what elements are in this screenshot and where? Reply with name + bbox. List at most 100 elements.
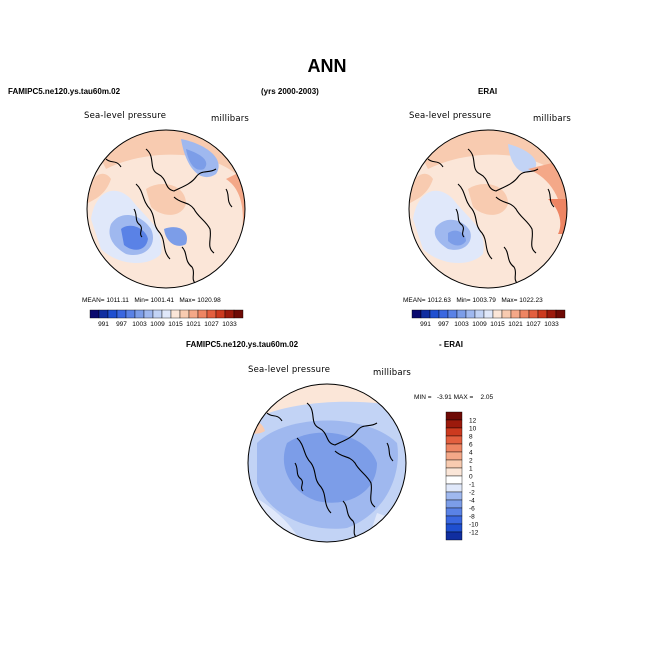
panel2-siberian-high [548,199,567,234]
panel1-colorbar-swatch-9 [170,309,181,319]
panel1-colorbar-swatch-12 [197,309,208,319]
panel3-colorbar-tick-label: 10 [469,425,477,432]
panel3-colorbar-swatch-2 [445,427,463,437]
panel1-colorbar-swatch-2 [107,309,118,319]
panel3-colorbar-tick-label: 1 [469,465,473,472]
panel3-units-label: millibars [373,368,412,378]
panel3-colorbar-swatch-8 [445,475,463,485]
panel3-colorbar-tick-label: 12 [469,417,477,424]
left-case-title: FAMIPC5.ne120.ys.tau60m.02 [8,87,121,96]
panel2-colorbar-tick-label: 1027 [526,321,541,328]
panel2-colorbar: 991 997 1003 1009 1015 1021 1027 1033 [411,309,566,328]
panel3-colorbar-tick-label: -2 [469,489,475,496]
panel2-units-label: millibars [533,114,572,124]
panel3-colorbar-tick-label: 2 [469,457,473,464]
panel2-colorbar-swatch-15 [546,309,557,319]
panel1-colorbar-swatch-16 [233,309,244,319]
panel2-colorbar-tick-label: 991 [420,321,431,328]
panel1-units-label: millibars [211,114,250,124]
panel2-icelandic-low [448,230,466,246]
panel1-colorbar-swatch-0 [89,309,100,319]
panel3-colorbar-swatch-7 [445,467,463,477]
panel2-stats: MEAN= 1012.63 Min= 1003.79 Max= 1022.23 [403,297,543,304]
panel2-colorbar-tick-label: 1015 [490,321,505,328]
panel3-colorbar-swatch-1 [445,419,463,429]
panel2-polar-map [408,129,568,289]
panel1-colorbar-swatch-11 [188,309,199,319]
panel1-colorbar-tick-label: 1015 [168,321,183,328]
panel3-colorbar-swatch-6 [445,459,463,469]
panel2-colorbar-swatch-12 [519,309,530,319]
panel2-colorbar-swatch-11 [510,309,521,319]
panel2-colorbar-swatch-5 [456,309,467,319]
panel3-colorbar-swatch-0 [445,411,463,421]
panel1-stats: MEAN= 1011.11 Min= 1001.41 Max= 1020.98 [82,297,221,304]
panel3-colorbar-swatch-10 [445,491,463,501]
panel2-colorbar-swatch-4 [447,309,458,319]
panel2-colorbar-tick-label: 1009 [472,321,487,328]
panel2-colorbar-swatch-9 [492,309,503,319]
panel2-colorbar-swatch-7 [474,309,485,319]
panel3-coastlines [266,402,394,539]
panel1-colorbar-swatch-5 [134,309,145,319]
panel3-variable-label: Sea-level pressure [248,365,331,375]
panel1-colorbar-tick-label: 1003 [132,321,147,328]
panel2-colorbar-swatch-10 [501,309,512,319]
panel1-colorbar-swatch-15 [224,309,235,319]
panel3-colorbar-tick-label: -8 [469,513,475,520]
panel2-colorbar-swatch-3 [438,309,449,319]
panel3-colorbar-tick-label: 8 [469,433,473,440]
panel1-colorbar-tick-label: 1033 [222,321,237,328]
bottom-left-case-title: FAMIPC5.ne120.ys.tau60m.02 [186,340,299,349]
panel3-stats: MIN = -3.91 MAX = 2.05 [414,394,494,401]
panel3-colorbar-swatch-14 [445,523,463,533]
panel2-colorbar-tick-label: 1003 [454,321,469,328]
panel3-colorbar-swatch-12 [445,507,463,517]
panel1-colorbar: 991 997 1003 1009 1015 1021 1027 1033 [89,309,244,328]
panel1-colorbar-swatch-14 [215,309,226,319]
panel3-colorbar-swatch-13 [445,515,463,525]
panel2-colorbar-tick-label: 1033 [544,321,559,328]
panel3-colorbar-swatch-3 [445,435,463,445]
panel3-colorbar-tick-label: -1 [469,481,475,488]
panel3-colorbar-tick-label: 4 [469,449,473,456]
panel1-colorbar-swatch-6 [143,309,154,319]
panel2-colorbar-swatch-1 [420,309,431,319]
panel2-colorbar-swatch-13 [528,309,539,319]
panel1-variable-label: Sea-level pressure [84,111,167,121]
panel1-colorbar-swatch-3 [116,309,127,319]
panel1-colorbar-swatch-4 [125,309,136,319]
panel3-colorbar-tick-label: -4 [469,497,475,504]
panel1-colorbar-swatch-1 [98,309,109,319]
panel3-colorbar-tick-label: 0 [469,473,473,480]
panel2-colorbar-swatch-16 [555,309,566,319]
panel1-colorbar-swatch-13 [206,309,217,319]
panel1-colorbar-tick-label: 1009 [150,321,165,328]
panel1-colorbar-swatch-8 [161,309,172,319]
panel2-colorbar-swatch-8 [483,309,494,319]
panel3-negative-core [283,432,377,503]
panel1-colorbar-swatch-7 [152,309,163,319]
right-case-title: ERAI [478,87,498,96]
main-title: ANN [307,56,347,76]
panel3-colorbar-tick-label: -6 [469,505,475,512]
panel3-colorbar-swatch-9 [445,483,463,493]
panel2-variable-label: Sea-level pressure [409,111,492,121]
panel3-colorbar-tick-label: -10 [469,521,479,528]
panel1-colorbar-tick-label: 1027 [204,321,219,328]
panel2-colorbar-swatch-14 [537,309,548,319]
panel3-colorbar-swatch-11 [445,499,463,509]
panel1-coastlines [105,148,233,285]
panel2-colorbar-tick-label: 997 [438,321,449,328]
panel2-colorbar-swatch-6 [465,309,476,319]
panel3-colorbar-tick-label: -12 [469,529,479,536]
years-label: (yrs 2000-2003) [261,87,319,96]
panel1-polar-map [86,129,246,289]
panel3-polar-map [247,383,407,543]
panel2-colorbar-swatch-2 [429,309,440,319]
panel1-colorbar-tick-label: 997 [116,321,127,328]
panel3-colorbar-swatch-4 [445,443,463,453]
panel2-colorbar-swatch-0 [411,309,422,319]
panel2-coastlines [427,148,555,285]
panel2-colorbar-tick-label: 1021 [508,321,523,328]
